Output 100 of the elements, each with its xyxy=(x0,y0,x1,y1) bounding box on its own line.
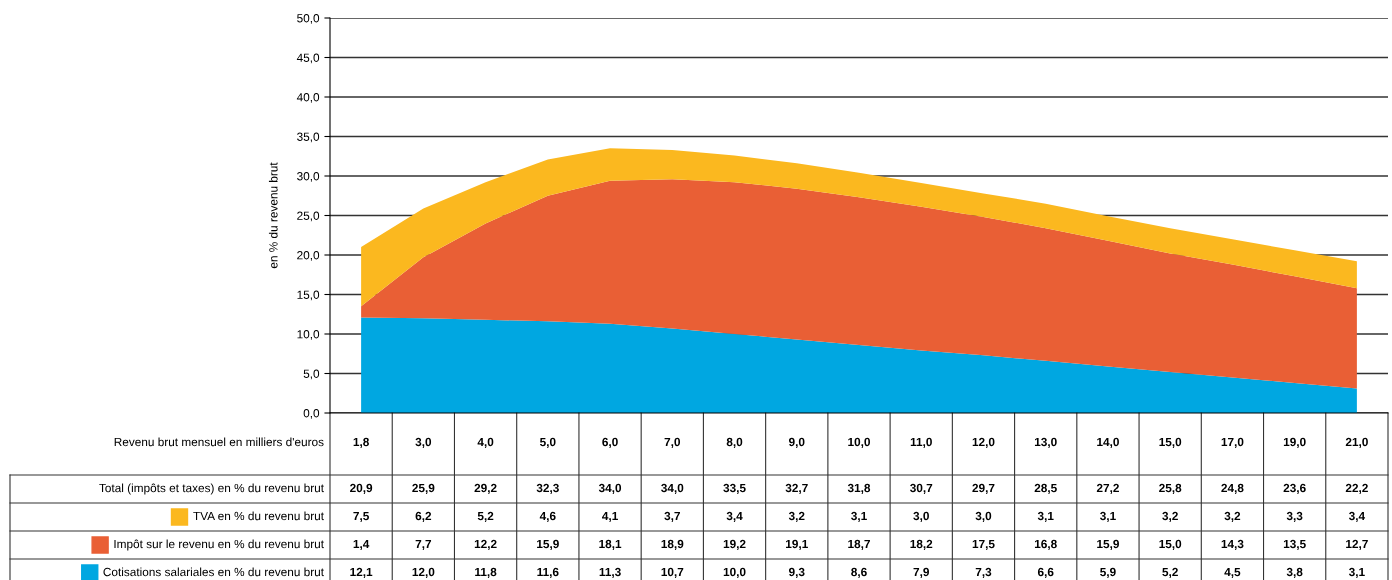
data-label: 10,7 xyxy=(661,567,684,578)
data-label: 6,6 xyxy=(1037,567,1054,578)
text: 29,7 xyxy=(972,483,995,494)
y-tick-label: 40,0 xyxy=(296,93,320,103)
data-label: 11,6 xyxy=(537,567,559,578)
data-label: 7,9 xyxy=(913,567,929,578)
text: 31,8 xyxy=(847,483,871,494)
data-label: 4,6 xyxy=(539,511,556,522)
x-tick-label: 15,0 xyxy=(1159,437,1182,448)
x-tick-label: 10,0 xyxy=(848,437,871,448)
x-tick-label: 6,0 xyxy=(602,437,618,448)
x-tick-label: 8,0 xyxy=(726,437,743,448)
data-label: 11,3 xyxy=(599,567,621,578)
data-label: 7,3 xyxy=(975,567,992,578)
data-label: 11,8 xyxy=(475,567,497,578)
y-tick-label: 5,0 xyxy=(303,369,320,380)
data-label: 19,1 xyxy=(786,539,808,550)
x-tick-label: 19,0 xyxy=(1283,437,1306,448)
data-label: 7,5 xyxy=(353,511,369,522)
data-label: 10,0 xyxy=(723,567,746,578)
data-label: 1,4 xyxy=(353,539,370,550)
data-label: 3,4 xyxy=(1348,511,1366,522)
data-label: 8,6 xyxy=(851,567,867,578)
x-tick-label: 5,0 xyxy=(539,437,556,448)
text: 23,6 xyxy=(1283,483,1306,494)
data-label: 3,1 xyxy=(1100,511,1116,522)
data-label: 5,9 xyxy=(1100,567,1116,578)
data-label: 3,8 xyxy=(1286,567,1303,578)
data-label: 13,5 xyxy=(1283,539,1306,550)
data-label: 7,7 xyxy=(415,539,432,550)
x-tick-label: 3,0 xyxy=(415,437,432,448)
data-label: 3,0 xyxy=(913,511,929,522)
data-label: 15,9 xyxy=(1097,539,1119,550)
data-label: 9,3 xyxy=(788,567,805,578)
text: 34,0 xyxy=(661,483,684,494)
data-label: 15,9 xyxy=(537,539,559,550)
x-tick-label: 14,0 xyxy=(1097,437,1119,448)
text: 27,2 xyxy=(1096,483,1119,494)
text: Total (impôts et taxes) en % du revenu brut xyxy=(99,483,324,495)
text: 30,7 xyxy=(910,483,933,494)
data-label: 4,5 xyxy=(1224,567,1241,578)
data-label: 18,1 xyxy=(599,539,622,550)
x-tick-label: 11,0 xyxy=(910,437,932,448)
data-label: 5,2 xyxy=(477,511,494,522)
data-label: 12,2 xyxy=(474,539,497,550)
text: 34,0 xyxy=(598,483,622,494)
data-label: 18,2 xyxy=(910,539,933,550)
y-tick-label: 25,0 xyxy=(297,211,320,222)
data-label: 3,4 xyxy=(726,511,743,522)
y-tick-label: 45,0 xyxy=(296,53,320,64)
data-label: 3,1 xyxy=(1037,511,1054,522)
data-label: 3,2 xyxy=(1162,511,1178,522)
data-label: 3,2 xyxy=(1224,511,1241,522)
data-label: 17,5 xyxy=(972,539,995,550)
legend-label: TVA en % du revenu brut xyxy=(193,511,324,521)
x-tick-label: 7,0 xyxy=(664,437,681,448)
data-label: 18,9 xyxy=(661,539,684,550)
text: 20,9 xyxy=(350,483,373,494)
legend-label: Impôt sur le revenu en % du revenu brut xyxy=(114,539,324,551)
text: 22,2 xyxy=(1345,483,1368,494)
x-tick-label: 12,0 xyxy=(972,437,995,448)
data-label: 12,1 xyxy=(350,567,373,578)
y-tick-label: 20,0 xyxy=(297,251,320,261)
data-label: 14,3 xyxy=(1221,539,1244,550)
data-label: 3,1 xyxy=(851,511,867,522)
y-tick-label: 15,0 xyxy=(297,290,320,301)
text: 32,3 xyxy=(536,483,559,494)
y-tick-label: 35,0 xyxy=(297,132,320,143)
data-label: 19,2 xyxy=(723,539,746,550)
y-tick-label: 0,0 xyxy=(303,409,320,419)
data-label: 16,8 xyxy=(1034,539,1057,550)
x-tick-label: 4,0 xyxy=(477,437,494,448)
data-label: 3,0 xyxy=(975,511,992,522)
data-label: 6,2 xyxy=(415,511,432,522)
text: 33,5 xyxy=(723,483,746,494)
text: 28,5 xyxy=(1034,483,1057,494)
data-label: 15,0 xyxy=(1159,539,1182,550)
data-label: 3,1 xyxy=(1348,567,1365,578)
data-label: 12,7 xyxy=(1346,539,1368,550)
text: 24,8 xyxy=(1221,483,1244,494)
x-tick-label: 17,0 xyxy=(1221,437,1244,448)
data-label: 4,1 xyxy=(602,511,618,522)
legend-label: Cotisations salariales en % du revenu brut xyxy=(103,567,324,577)
x-tick-label: 21,0 xyxy=(1345,437,1368,448)
data-label: 5,2 xyxy=(1162,567,1178,578)
data-label: 12,0 xyxy=(412,567,435,578)
data-label: 3,7 xyxy=(664,511,680,522)
x-axis-title: Revenu brut mensuel en milliers d'euros xyxy=(114,437,324,447)
x-tick-label: 13,0 xyxy=(1034,437,1057,448)
text: 25,9 xyxy=(412,483,435,494)
x-tick-label: 9,0 xyxy=(788,437,805,448)
data-label: 3,2 xyxy=(788,511,805,522)
y-tick-label: 10,0 xyxy=(297,330,320,340)
data-label: 3,3 xyxy=(1286,511,1303,522)
text: 32,7 xyxy=(785,483,808,494)
y-tick-label: 30,0 xyxy=(297,172,320,182)
y-tick-label: 50,0 xyxy=(297,14,320,24)
data-label: 18,7 xyxy=(848,539,870,550)
y-axis-title: en % du revenu brut xyxy=(268,162,278,269)
x-tick-label: 1,8 xyxy=(353,437,369,448)
